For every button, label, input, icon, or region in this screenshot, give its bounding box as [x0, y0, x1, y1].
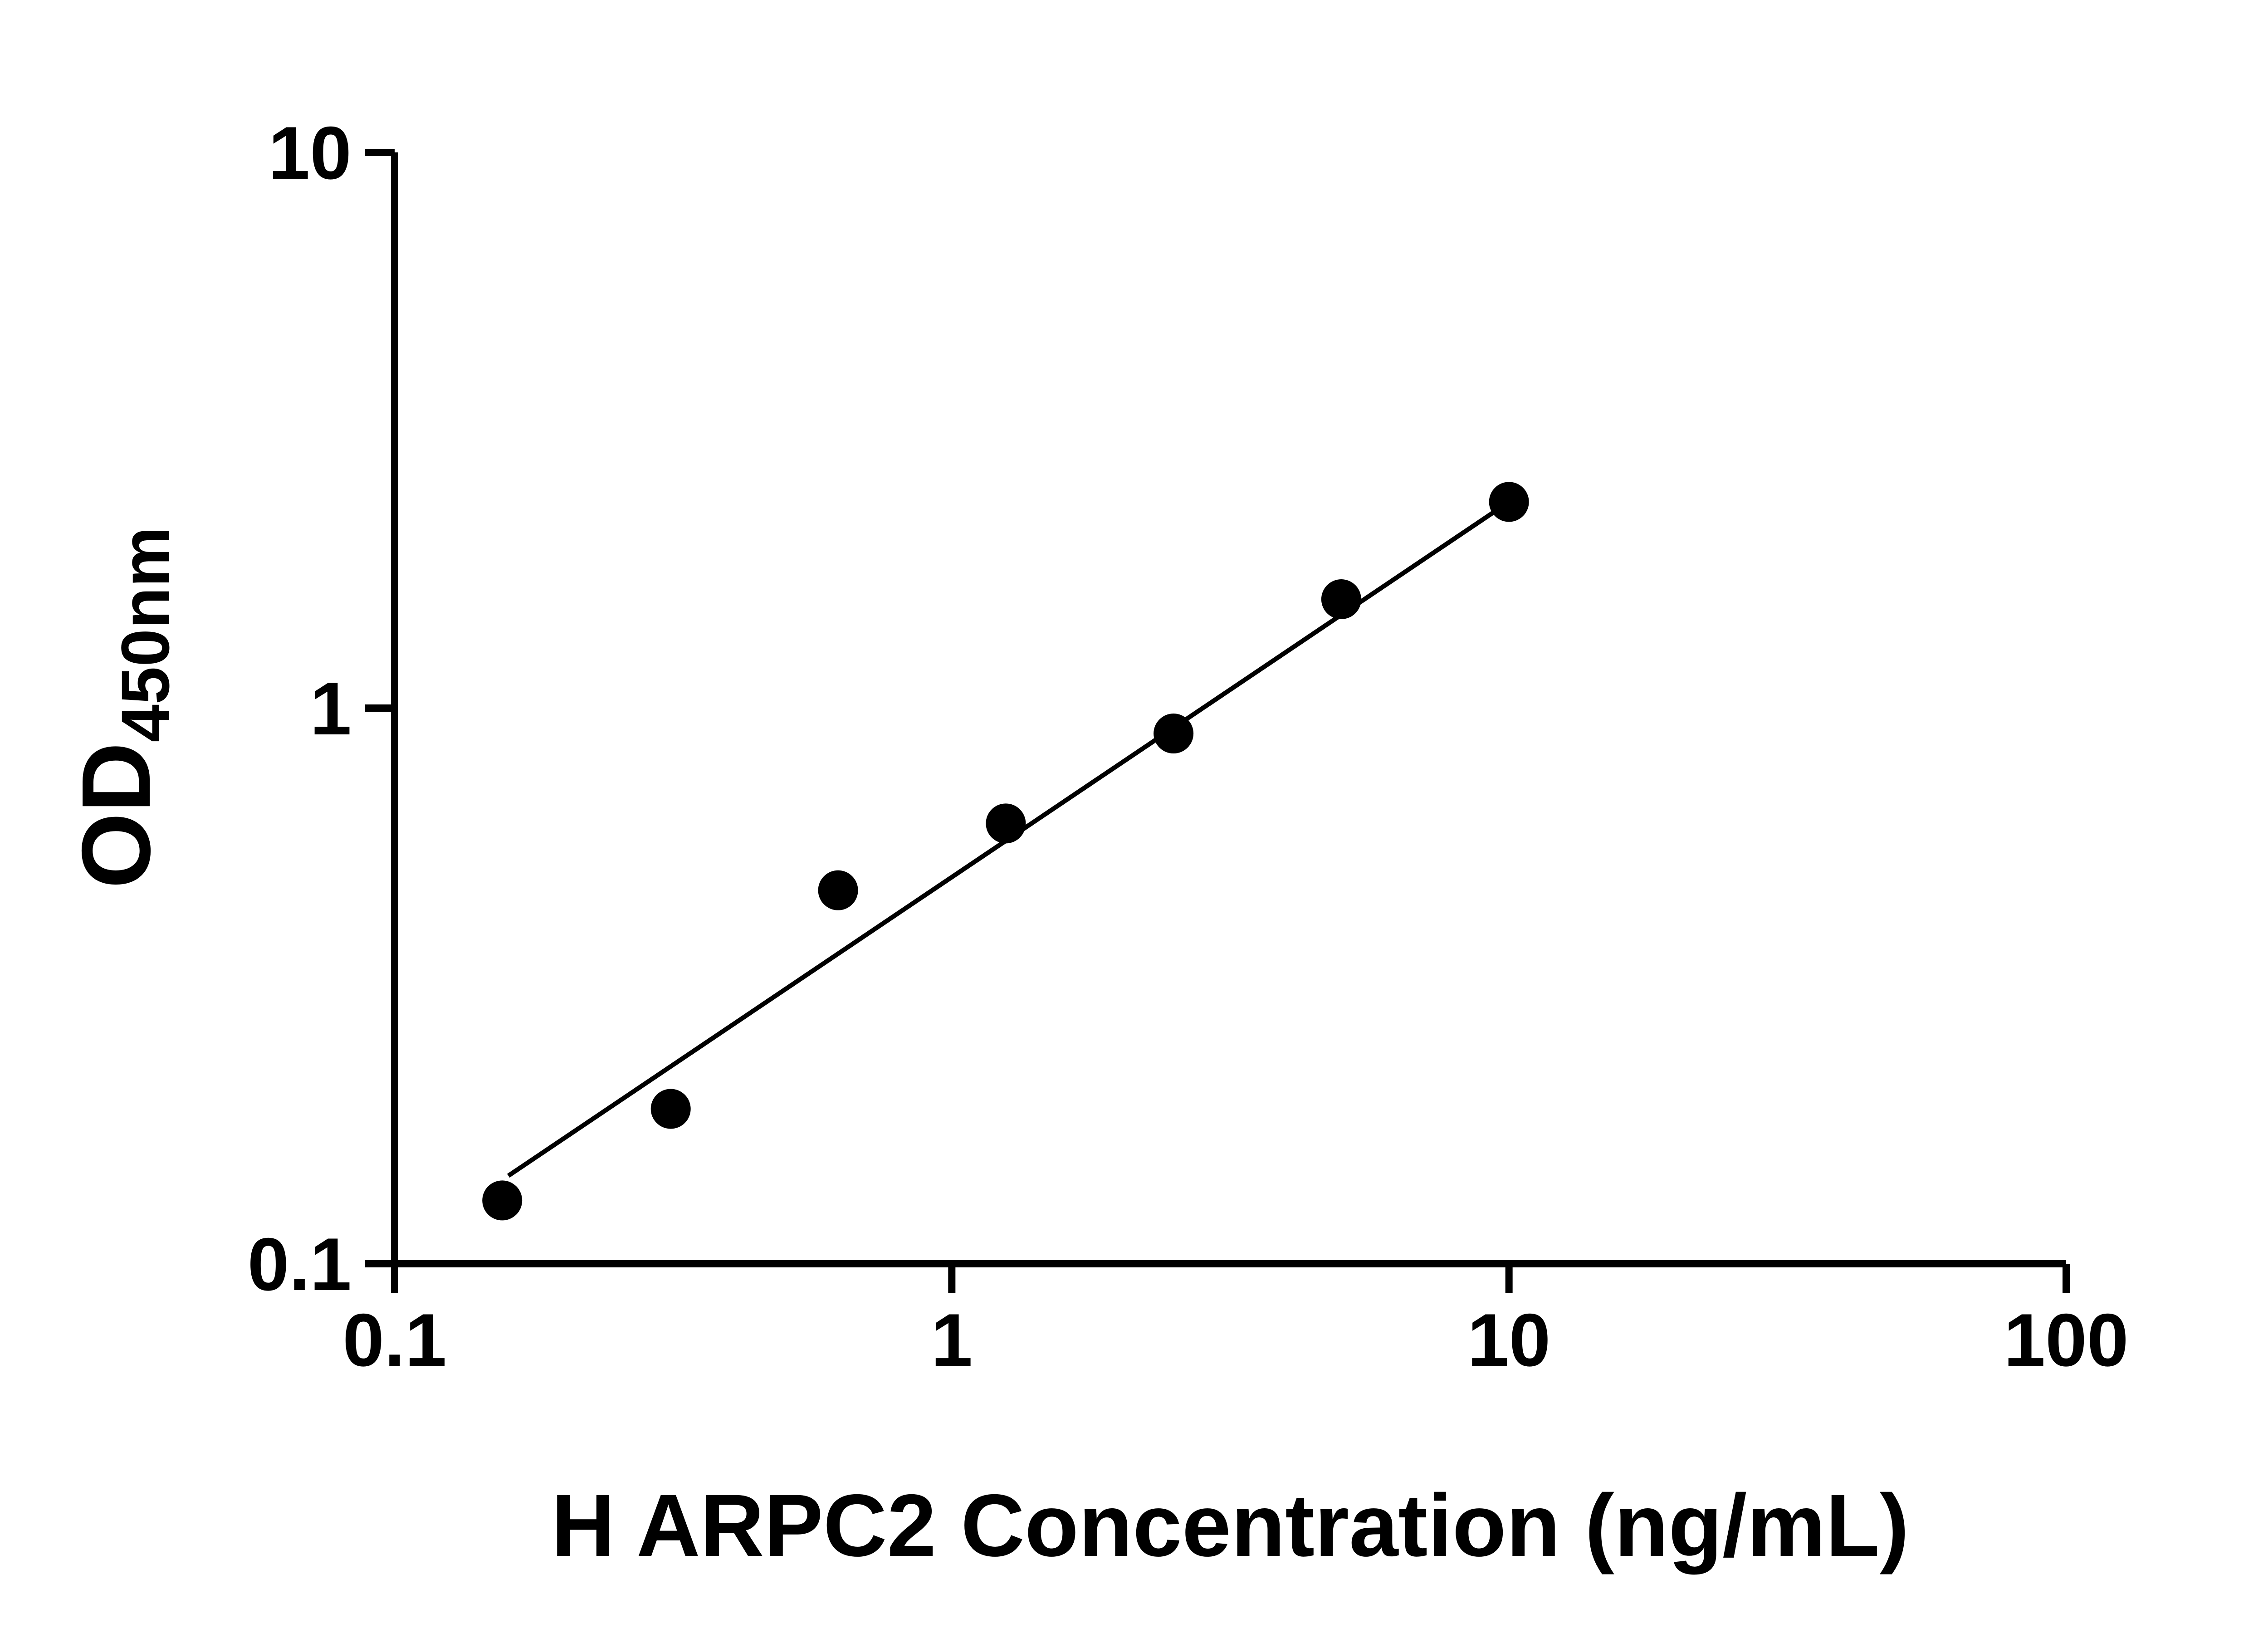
- x-axis-title: H ARPC2 Concentration (ng/mL): [551, 1476, 1909, 1575]
- y-tick-label: 1: [310, 667, 352, 750]
- x-tick-label: 1: [931, 1298, 973, 1382]
- data-point: [1154, 714, 1194, 754]
- data-point: [1489, 482, 1529, 522]
- data-point: [482, 1180, 523, 1221]
- data-point: [1321, 579, 1361, 620]
- y-axis-title-subscript: 450nm: [107, 527, 183, 742]
- data-point: [986, 803, 1026, 844]
- x-tick-label: 100: [2004, 1298, 2128, 1382]
- data-point: [818, 870, 858, 910]
- y-axis-title: OD450nm: [61, 527, 183, 889]
- y-axis-title-main: OD: [61, 742, 171, 889]
- plot-area: 0.1 1 10 100 0.1 1 10: [248, 111, 2129, 1382]
- data-point: [650, 1089, 691, 1129]
- x-tick-label: 10: [1467, 1298, 1551, 1382]
- x-tick-label: 0.1: [342, 1298, 446, 1382]
- axes-spine: [391, 152, 2066, 1267]
- y-tick-label: 10: [268, 111, 352, 195]
- y-tick-label: 0.1: [248, 1222, 352, 1306]
